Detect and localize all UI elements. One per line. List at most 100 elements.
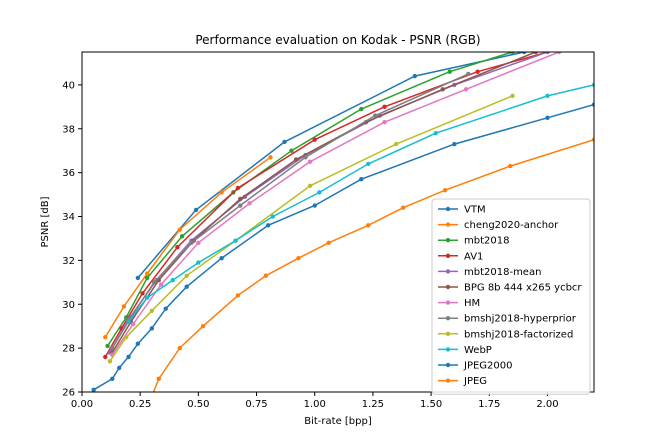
- data-point: [110, 376, 115, 382]
- data-point: [151, 280, 157, 285]
- data-point: [144, 275, 150, 281]
- data-point: [270, 214, 276, 219]
- data-point: [545, 115, 550, 121]
- data-point: [382, 119, 387, 125]
- data-point: [149, 308, 155, 314]
- y-tick-label: 38: [62, 124, 75, 135]
- data-point: [238, 203, 243, 208]
- legend-item: JPEG: [438, 376, 487, 387]
- data-point: [235, 293, 241, 298]
- legend-marker: [445, 316, 451, 321]
- data-point: [103, 334, 108, 340]
- data-point: [373, 113, 378, 118]
- x-axis: 0.00 0.25 0.50 0.75 1.00 1.25 1.50 1.75 2.00: [71, 392, 559, 410]
- data-point: [131, 321, 136, 327]
- data-point: [545, 93, 550, 99]
- legend-marker: [445, 238, 451, 243]
- data-point: [150, 394, 154, 398]
- data-point: [144, 295, 150, 300]
- legend-marker: [445, 253, 451, 258]
- series-line-cheng2020-anchor: [104, 156, 271, 338]
- legend-marker: [445, 300, 451, 305]
- data-point: [366, 161, 371, 167]
- data-point: [158, 282, 164, 287]
- series-vtm: [135, 52, 527, 281]
- data-point: [126, 354, 131, 360]
- legend-item: BPG 8b 444 x265 ycbcr: [438, 283, 582, 294]
- legend-marker: [445, 269, 451, 274]
- y-axis-label: PSNR [dB]: [40, 196, 51, 247]
- x-tick-label: 1.50: [420, 399, 442, 410]
- data-point: [282, 139, 287, 145]
- data-point: [184, 273, 189, 278]
- legend-item: JPEG2000: [438, 361, 513, 372]
- data-point: [200, 323, 206, 329]
- data-point: [317, 190, 322, 195]
- data-point: [307, 159, 313, 164]
- data-point: [110, 345, 115, 351]
- legend-marker: [445, 206, 451, 212]
- data-point: [126, 319, 131, 325]
- legend-item: WebP: [438, 345, 492, 356]
- data-point: [591, 82, 594, 88]
- data-point: [591, 137, 594, 142]
- y-tick-label: 34: [62, 212, 75, 223]
- data-point: [219, 255, 224, 261]
- data-point: [440, 87, 445, 92]
- data-point: [163, 306, 168, 311]
- data-point: [533, 52, 539, 55]
- data-point: [196, 240, 201, 246]
- legend-item: AV1: [438, 251, 483, 262]
- data-point: [510, 93, 515, 99]
- legend-item: bmshj2018-hyperprior: [438, 314, 577, 325]
- y-tick-label: 30: [62, 300, 75, 311]
- legend-item: mbt2018-mean: [438, 267, 541, 278]
- data-point: [400, 205, 406, 210]
- legend-label: JPEG2000: [463, 361, 513, 372]
- chart-title: Performance evaluation on Kodak - PSNR (…: [195, 33, 480, 47]
- series-jpeg2000: [91, 102, 594, 392]
- data-point: [170, 277, 175, 283]
- data-point: [238, 196, 243, 202]
- legend-label: BPG 8b 444 x265 ycbcr: [464, 283, 582, 294]
- data-point: [156, 376, 161, 382]
- data-point: [466, 71, 471, 77]
- plot-area: [91, 52, 594, 398]
- series-hm: [110, 52, 562, 357]
- data-point: [140, 291, 145, 296]
- legend-label: WebP: [464, 345, 492, 356]
- legend-marker: [445, 362, 451, 368]
- data-point: [296, 255, 301, 261]
- data-point: [235, 185, 241, 191]
- x-tick-label: 0.75: [245, 399, 267, 410]
- data-point: [149, 326, 155, 331]
- data-point: [556, 52, 562, 55]
- legend-marker: [445, 378, 451, 383]
- data-point: [326, 240, 331, 246]
- legend-item: cheng2020-anchor: [438, 220, 559, 231]
- legend-label: bmshj2018-hyperprior: [464, 314, 577, 325]
- data-point: [545, 52, 550, 55]
- legend: VTM cheng2020-anchor mbt2018 AV1 mbt2018-mea…: [431, 198, 591, 395]
- data-point: [433, 130, 438, 136]
- series-jpeg: [150, 137, 594, 398]
- y-tick-label: 32: [62, 256, 75, 267]
- data-point: [247, 201, 252, 206]
- data-point: [107, 359, 113, 364]
- data-point: [412, 73, 417, 79]
- data-point: [591, 102, 594, 107]
- data-point: [312, 137, 317, 142]
- legend-marker: [445, 347, 451, 352]
- data-point: [382, 104, 387, 110]
- data-point: [359, 106, 364, 112]
- data-point: [179, 234, 185, 239]
- data-point: [452, 141, 457, 147]
- data-point: [521, 52, 527, 55]
- legend-label: AV1: [464, 251, 483, 262]
- legend-item: HM: [438, 298, 480, 309]
- legend-label: mbt2018: [464, 236, 509, 247]
- legend-marker: [445, 222, 451, 227]
- y-tick-label: 26: [62, 388, 75, 399]
- data-point: [177, 345, 182, 351]
